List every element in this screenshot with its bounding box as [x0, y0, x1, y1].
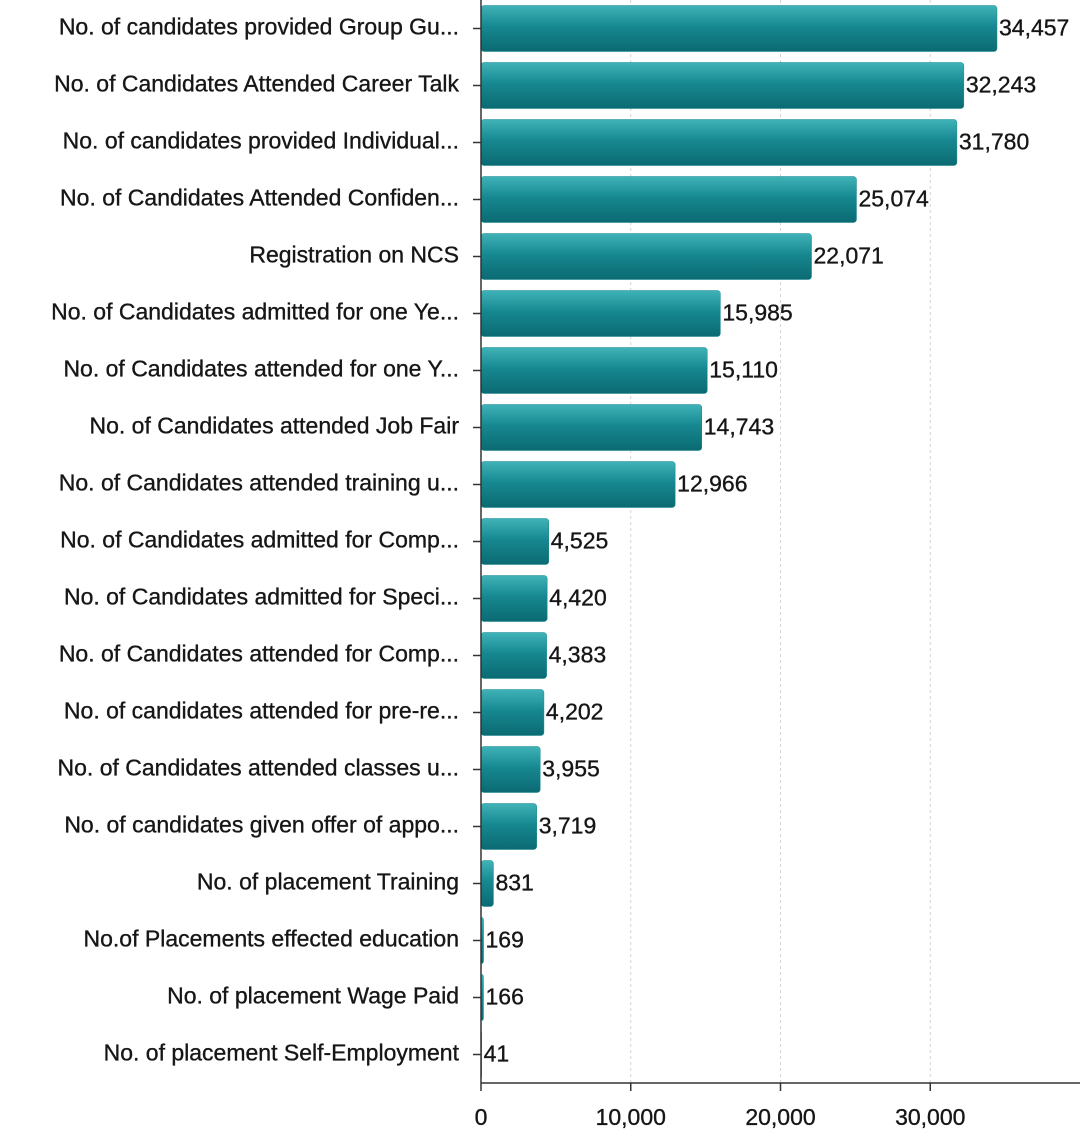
value-label: 3,955 — [542, 756, 600, 782]
x-tick-label: 10,000 — [596, 1104, 666, 1130]
bar — [480, 347, 708, 394]
bar — [480, 689, 545, 736]
y-tick-label: Registration on NCS — [249, 242, 459, 268]
value-label: 41 — [484, 1041, 510, 1067]
value-label: 831 — [495, 870, 533, 896]
value-label: 4,420 — [549, 585, 607, 611]
value-label: 14,743 — [704, 414, 774, 440]
bar — [480, 404, 703, 451]
y-tick-label: No. of Candidates Attended Confiden... — [60, 185, 459, 211]
y-tick-label: No. of candidates attended for pre-re... — [64, 698, 459, 724]
x-tick-label: 20,000 — [745, 1104, 815, 1130]
y-tick-label: No. of Candidates attended classes u... — [58, 755, 459, 781]
y-tick-label: No. of Candidates attended for one Y... — [63, 356, 459, 382]
bar — [480, 803, 537, 850]
value-label: 25,074 — [858, 186, 929, 212]
value-label: 3,719 — [539, 813, 597, 839]
bar — [480, 632, 547, 679]
x-tick-label: 0 — [475, 1104, 488, 1130]
value-label: 32,243 — [966, 72, 1036, 98]
y-tick-label: No. of Candidates attended training u... — [59, 470, 459, 496]
bar — [480, 290, 721, 337]
y-tick-label: No. of candidates provided Group Gu... — [59, 14, 459, 40]
y-tick-label: No. of Candidates Attended Career Talk — [54, 71, 459, 97]
bar — [480, 119, 958, 166]
bar — [480, 176, 857, 223]
y-tick-label: No. of Candidates admitted for one Ye... — [51, 299, 459, 325]
bar — [480, 62, 965, 109]
y-tick-label: No. of Candidates attended for Comp... — [59, 641, 459, 667]
y-tick-label: No. of placement Wage Paid — [167, 983, 459, 1009]
bar — [480, 575, 548, 622]
y-tick-label: No. of candidates provided Individual... — [63, 128, 459, 154]
bar — [480, 860, 494, 907]
value-label: 166 — [485, 984, 523, 1010]
bar — [480, 233, 812, 280]
y-tick-label: No.of Placements effected education — [84, 926, 459, 952]
y-tick-label: No. of placement Training — [197, 869, 459, 895]
value-label: 4,383 — [549, 642, 607, 668]
value-label: 15,985 — [722, 300, 792, 326]
bar — [480, 746, 541, 793]
value-label: 4,525 — [551, 528, 609, 554]
y-tick-label: No. of placement Self-Employment — [104, 1040, 460, 1066]
y-tick-label: No. of Candidates admitted for Comp... — [60, 527, 459, 553]
y-tick-label: No. of candidates given offer of appo... — [64, 812, 459, 838]
bar — [480, 5, 998, 52]
value-label: 22,071 — [814, 243, 884, 269]
x-tick-label: 30,000 — [895, 1104, 965, 1130]
y-tick-label: No. of Candidates admitted for Speci... — [64, 584, 459, 610]
bar — [480, 518, 550, 565]
bar — [480, 461, 676, 508]
value-label: 31,780 — [959, 129, 1029, 155]
value-label: 169 — [486, 927, 524, 953]
y-tick-label: No. of Candidates attended Job Fair — [89, 413, 459, 439]
value-label: 4,202 — [546, 699, 604, 725]
value-label: 15,110 — [709, 357, 778, 383]
value-label: 34,457 — [999, 15, 1069, 41]
value-label: 12,966 — [677, 471, 747, 497]
